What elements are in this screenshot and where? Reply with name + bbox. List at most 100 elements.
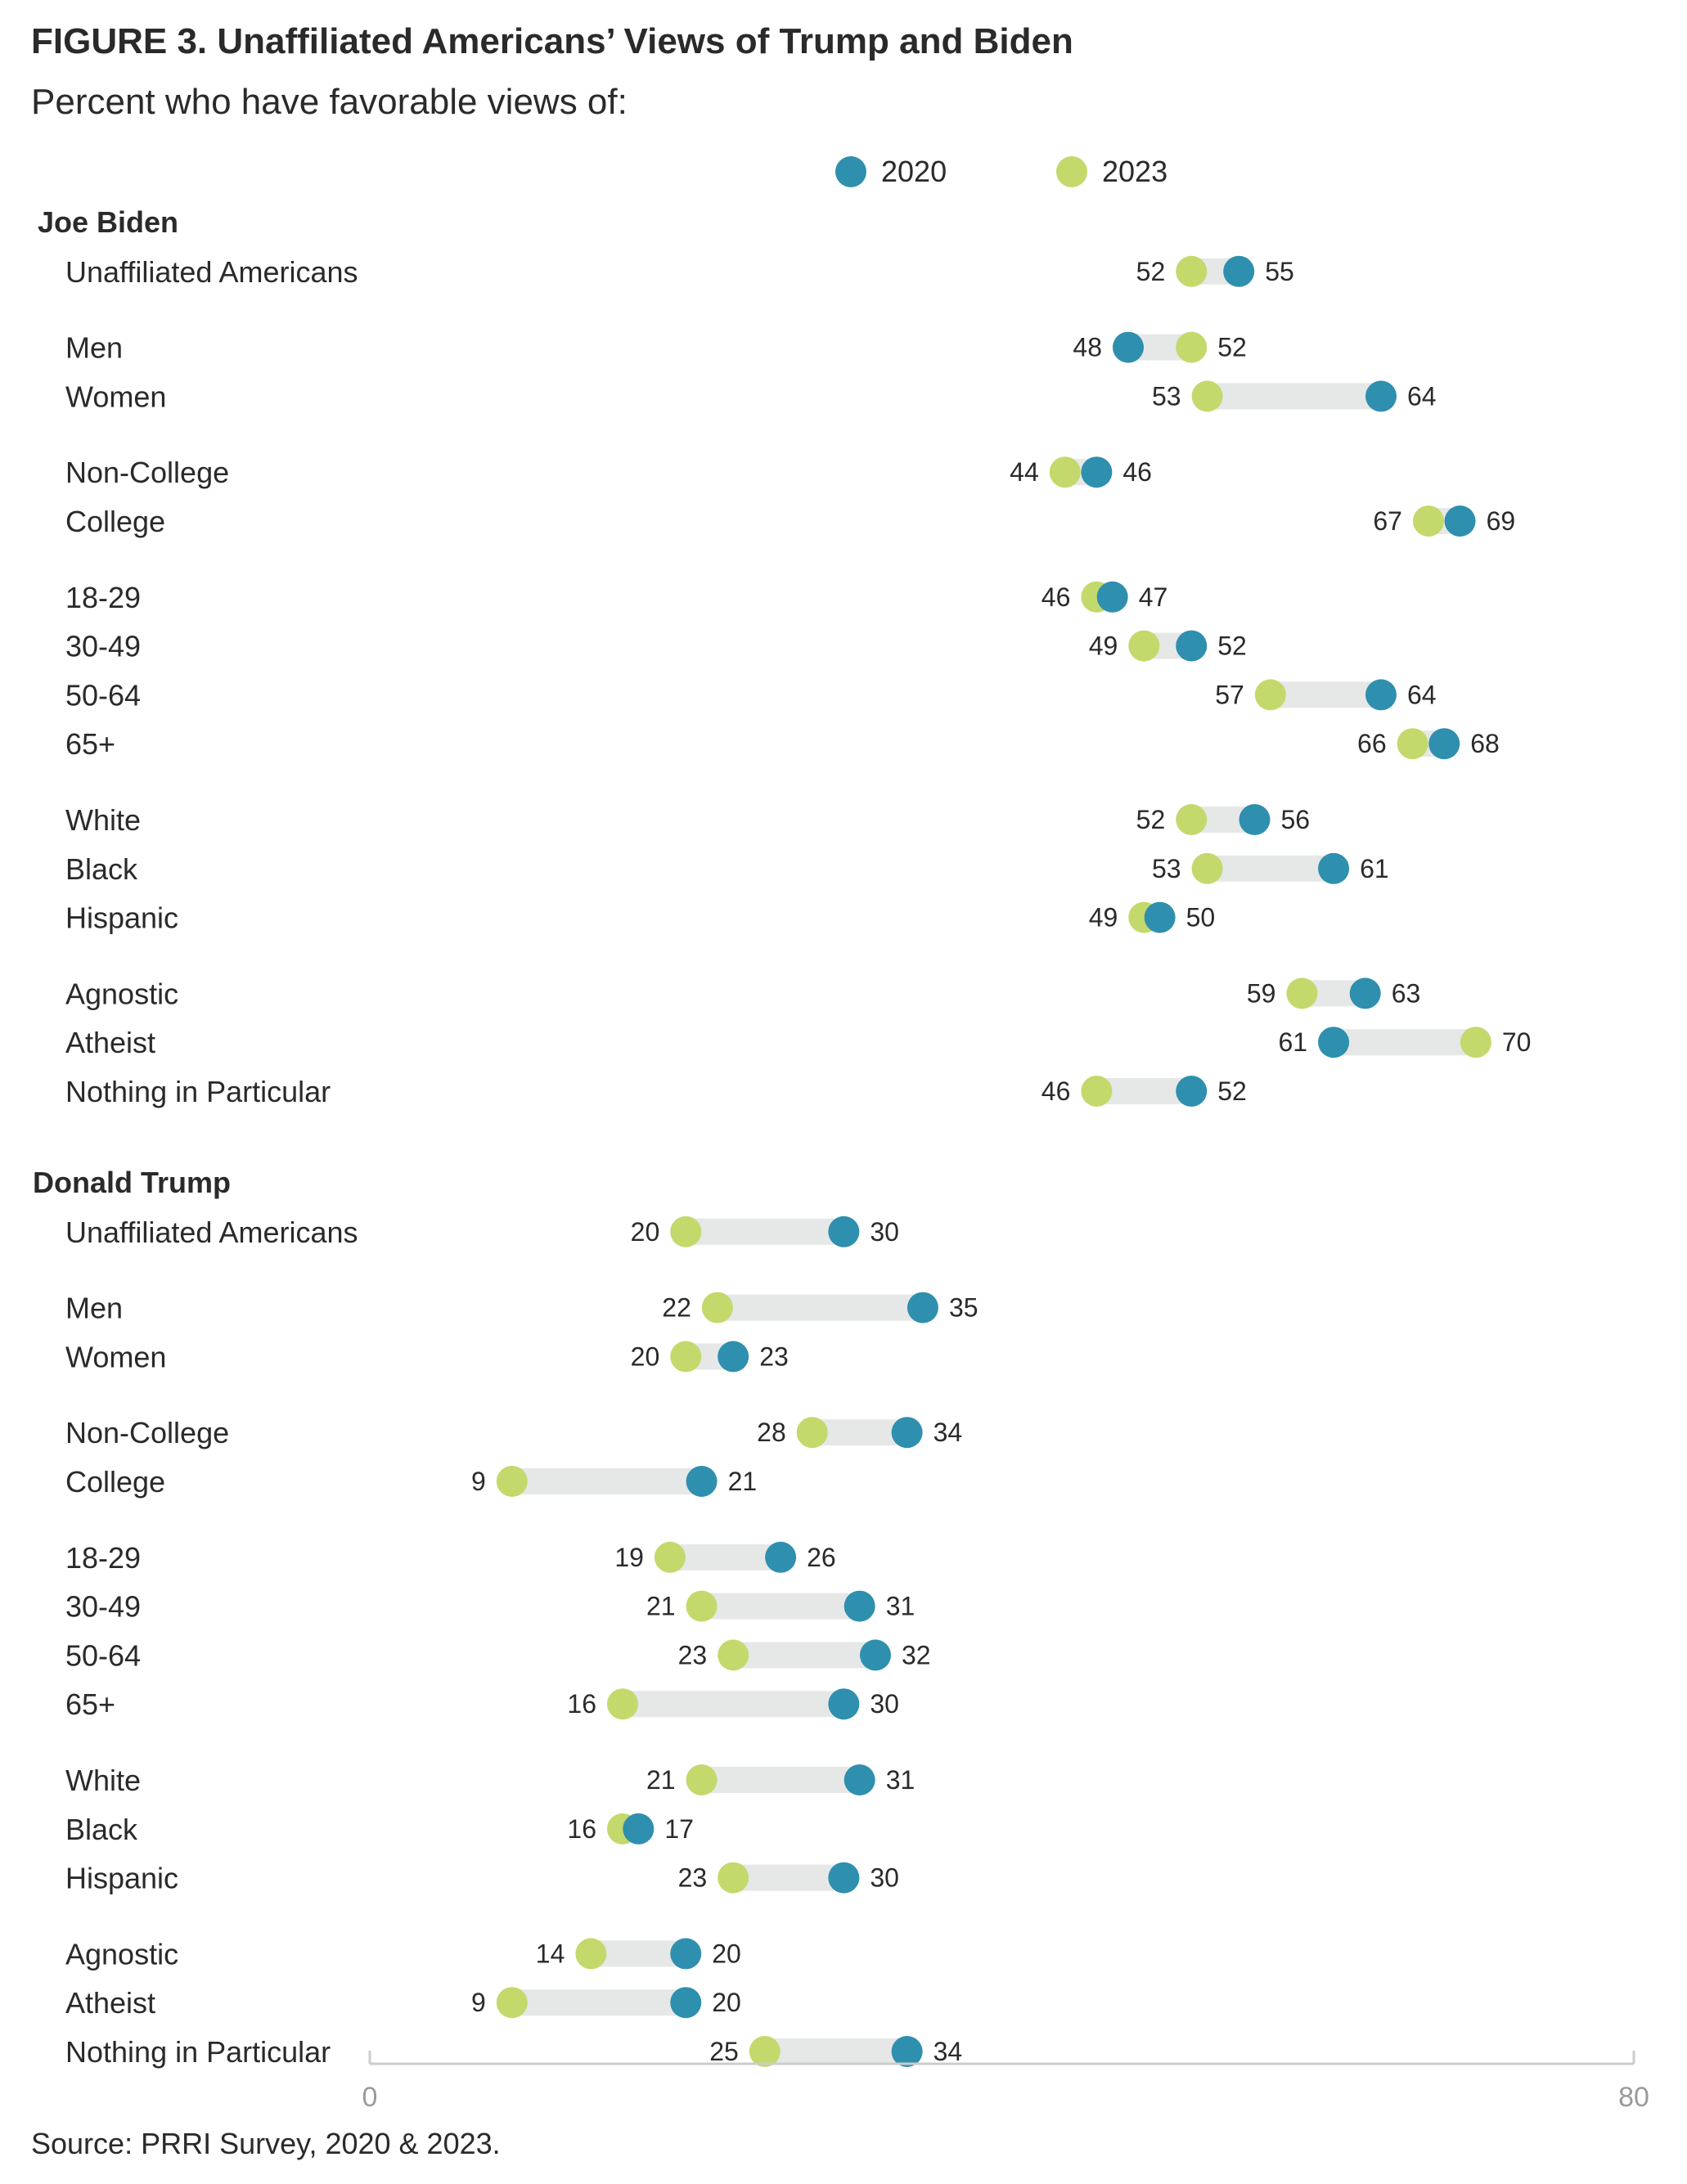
row-label: White	[65, 803, 141, 837]
row-label: Men	[65, 331, 123, 365]
range-bar	[717, 1294, 923, 1321]
row-label: Atheist	[65, 1986, 155, 2020]
value-label-2023: 44	[1010, 457, 1039, 487]
value-label-2020: 31	[886, 1592, 915, 1621]
row-label: Agnostic	[65, 977, 178, 1010]
dot-2023	[686, 1590, 718, 1622]
dot-2020	[891, 2036, 923, 2067]
dot-2020	[1113, 331, 1144, 363]
row-label: College	[65, 505, 165, 538]
value-label-2020: 50	[1186, 903, 1216, 932]
dot-2023	[1412, 506, 1444, 537]
value-label-2023: 70	[1502, 1027, 1532, 1057]
dot-2020	[686, 1466, 718, 1497]
dot-2023	[1081, 1076, 1113, 1107]
row-label: Unaffiliated Americans	[65, 255, 358, 289]
dot-2020	[765, 1541, 797, 1573]
dot-2020	[1444, 506, 1476, 537]
dot-2020	[828, 1862, 860, 1894]
range-bar	[701, 1767, 860, 1793]
range-bar	[511, 1989, 686, 2016]
value-label-2020: 20	[712, 1939, 741, 1968]
value-label-2023: 52	[1136, 257, 1166, 286]
value-label-2023: 23	[678, 1863, 708, 1893]
row-label: Nothing in Particular	[65, 2035, 331, 2069]
dot-2023	[1176, 804, 1208, 835]
value-label-2020: 26	[807, 1543, 836, 1572]
range-bar	[1207, 855, 1334, 882]
range-bar	[733, 1642, 875, 1669]
value-label-2023: 9	[471, 1988, 486, 2017]
row-label: Black	[65, 852, 138, 886]
value-label-2020: 69	[1487, 506, 1516, 536]
value-label-2020: 68	[1470, 729, 1500, 758]
dot-2023	[496, 1466, 528, 1497]
value-label-2023: 9	[471, 1467, 486, 1496]
dot-2020	[844, 1590, 875, 1622]
value-label-2020: 21	[728, 1467, 758, 1496]
row-label: 18-29	[65, 581, 141, 614]
value-label-2020: 30	[870, 1689, 899, 1719]
range-bar	[686, 1218, 844, 1245]
section-heading: Donald Trump	[33, 1166, 231, 1199]
legend-label-2020: 2020	[881, 155, 947, 188]
value-label-2020: 30	[870, 1217, 899, 1247]
dot-2023	[1397, 728, 1428, 760]
dot-2020	[718, 1341, 749, 1373]
dot-2020	[1176, 1076, 1208, 1107]
value-label-2020: 32	[902, 1640, 931, 1669]
value-label-2020: 31	[886, 1765, 915, 1795]
value-label-2023: 14	[536, 1939, 565, 1968]
value-label-2023: 28	[757, 1418, 786, 1447]
row-label: Agnostic	[65, 1937, 178, 1971]
source-note: Source: PRRI Survey, 2020 & 2023.	[31, 2127, 501, 2160]
value-label-2020: 55	[1265, 257, 1294, 286]
range-bar	[1096, 1078, 1192, 1104]
legend-swatch-2023	[1056, 156, 1087, 187]
range-bar	[669, 1544, 781, 1571]
x-tick-label: 0	[362, 2082, 378, 2113]
value-label-2023: 16	[567, 1689, 596, 1719]
value-label-2020: 64	[1407, 680, 1437, 709]
value-label-2020: 34	[933, 2037, 963, 2066]
value-label-2020: 56	[1281, 805, 1311, 834]
legend-label-2023: 2023	[1102, 155, 1167, 188]
row-label: 30-49	[65, 1590, 141, 1624]
dot-2023	[1460, 1027, 1491, 1058]
dot-2023	[701, 1292, 733, 1323]
dot-2023	[1254, 679, 1286, 711]
dot-2020	[906, 1292, 938, 1323]
dot-2020	[1318, 852, 1350, 884]
value-label-2023: 49	[1089, 631, 1118, 661]
legend-swatch-2020	[835, 156, 866, 187]
value-label-2020: 17	[664, 1814, 694, 1844]
dot-2023	[1191, 380, 1223, 412]
dot-2020	[844, 1764, 875, 1795]
range-bar	[1334, 1029, 1476, 1056]
chart-subtitle: Percent who have favorable views of:	[31, 82, 628, 122]
dot-2020	[623, 1813, 655, 1845]
value-label-2023: 46	[1041, 1076, 1071, 1106]
value-label-2023: 21	[646, 1592, 676, 1621]
row-label: Women	[65, 380, 166, 413]
row-label: Hispanic	[65, 901, 178, 935]
dot-2023	[1128, 630, 1160, 662]
value-label-2023: 20	[631, 1341, 660, 1371]
value-label-2020: 35	[949, 1293, 978, 1323]
value-label-2020: 52	[1217, 631, 1247, 661]
value-label-2023: 53	[1152, 854, 1181, 883]
dot-2023	[718, 1862, 749, 1894]
value-label-2023: 22	[662, 1293, 691, 1323]
dot-2023	[796, 1417, 828, 1449]
range-bar	[812, 1419, 907, 1446]
row-label: Women	[65, 1340, 166, 1373]
value-label-2020: 61	[1360, 854, 1389, 883]
value-label-2023: 59	[1247, 978, 1276, 1008]
dot-2023	[654, 1541, 686, 1573]
range-bar	[511, 1468, 702, 1494]
row-label: Non-College	[65, 456, 229, 489]
dot-2023	[670, 1341, 702, 1373]
row-label: White	[65, 1764, 141, 1797]
row-label: 50-64	[65, 678, 141, 712]
dot-2020	[1144, 901, 1176, 933]
